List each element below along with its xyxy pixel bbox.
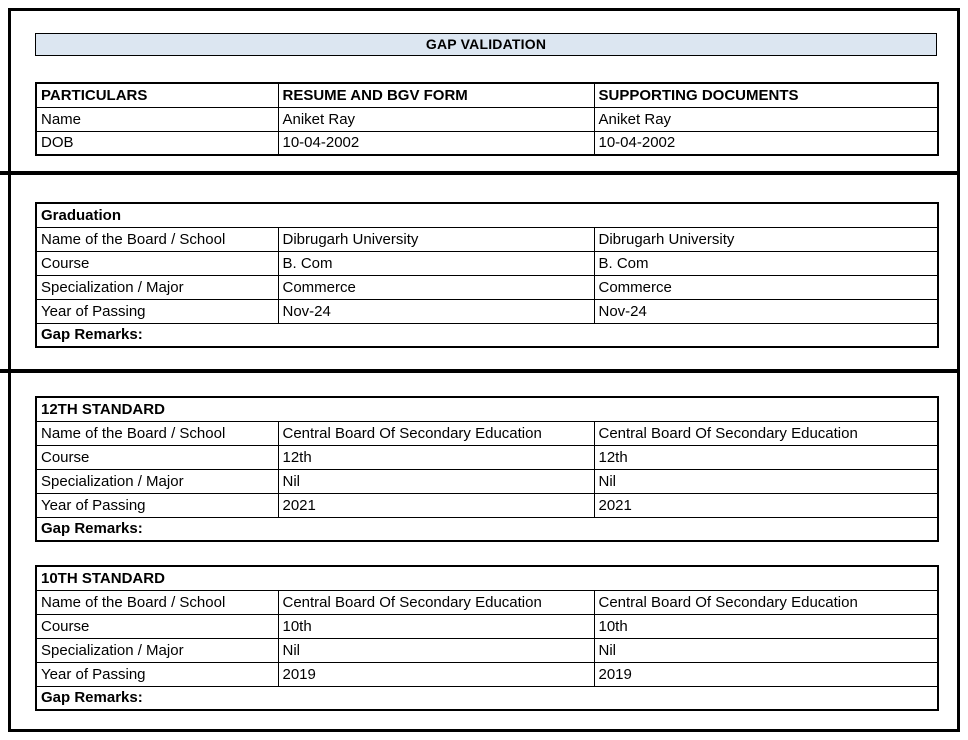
dob-resume-cell[interactable]: 10-04-2002	[277, 130, 595, 156]
board-supporting-cell[interactable]: Central Board Of Secondary Education	[593, 420, 939, 446]
section-divider	[0, 369, 960, 373]
board-resume-cell[interactable]: Central Board Of Secondary Education	[277, 420, 595, 446]
row-label-specialization: Specialization / Major	[35, 468, 279, 494]
section-divider	[0, 171, 960, 175]
table-row: Year of Passing 2021 2021	[35, 492, 939, 518]
row-label-year-of-passing: Year of Passing	[35, 298, 279, 324]
row-label-board-school: Name of the Board / School	[35, 420, 279, 446]
year-resume-cell[interactable]: Nov-24	[277, 298, 595, 324]
document-title: GAP VALIDATION	[35, 33, 937, 56]
table-row: Year of Passing Nov-24 Nov-24	[35, 298, 939, 324]
row-label-specialization: Specialization / Major	[35, 274, 279, 300]
particulars-table: PARTICULARS RESUME AND BGV FORM SUPPORTI…	[35, 82, 939, 156]
column-header-supporting-docs: SUPPORTING DOCUMENTS	[593, 82, 939, 108]
course-resume-cell[interactable]: 12th	[277, 444, 595, 470]
name-supporting-cell[interactable]: Aniket Ray	[593, 106, 939, 132]
row-label-course: Course	[35, 444, 279, 470]
gap-remarks-label[interactable]: Gap Remarks:	[35, 685, 939, 711]
name-resume-cell[interactable]: Aniket Ray	[277, 106, 595, 132]
row-label-year-of-passing: Year of Passing	[35, 492, 279, 518]
row-label-board-school: Name of the Board / School	[35, 589, 279, 615]
year-supporting-cell[interactable]: 2021	[593, 492, 939, 518]
table-row: Specialization / Major Commerce Commerce	[35, 274, 939, 300]
section-10th-standard-table: 10TH STANDARD Name of the Board / School…	[35, 565, 939, 711]
row-label-board-school: Name of the Board / School	[35, 226, 279, 252]
row-label-specialization: Specialization / Major	[35, 637, 279, 663]
section-title-row: 12TH STANDARD	[35, 396, 939, 422]
year-supporting-cell[interactable]: Nov-24	[593, 298, 939, 324]
row-label-year-of-passing: Year of Passing	[35, 661, 279, 687]
table-row: DOB 10-04-2002 10-04-2002	[35, 130, 939, 156]
specialization-supporting-cell[interactable]: Nil	[593, 468, 939, 494]
course-supporting-cell[interactable]: B. Com	[593, 250, 939, 276]
table-row: Course 12th 12th	[35, 444, 939, 470]
year-resume-cell[interactable]: 2021	[277, 492, 595, 518]
section-title: 12TH STANDARD	[35, 396, 939, 422]
section-title-row: 10TH STANDARD	[35, 565, 939, 591]
row-label-name: Name	[35, 106, 279, 132]
gap-remarks-row: Gap Remarks:	[35, 322, 939, 348]
column-header-resume-bgv: RESUME AND BGV FORM	[277, 82, 595, 108]
table-row: Course B. Com B. Com	[35, 250, 939, 276]
gap-remarks-row: Gap Remarks:	[35, 516, 939, 542]
section-title: Graduation	[35, 202, 939, 228]
table-row: Name of the Board / School Central Board…	[35, 420, 939, 446]
board-supporting-cell[interactable]: Dibrugarh University	[593, 226, 939, 252]
specialization-resume-cell[interactable]: Nil	[277, 637, 595, 663]
table-row: Name Aniket Ray Aniket Ray	[35, 106, 939, 132]
gap-remarks-label[interactable]: Gap Remarks:	[35, 322, 939, 348]
course-resume-cell[interactable]: B. Com	[277, 250, 595, 276]
board-resume-cell[interactable]: Dibrugarh University	[277, 226, 595, 252]
table-row: Course 10th 10th	[35, 613, 939, 639]
row-label-course: Course	[35, 250, 279, 276]
table-row: Specialization / Major Nil Nil	[35, 637, 939, 663]
specialization-supporting-cell[interactable]: Nil	[593, 637, 939, 663]
section-graduation-table: Graduation Name of the Board / School Di…	[35, 202, 940, 348]
year-resume-cell[interactable]: 2019	[277, 661, 595, 687]
column-header-particulars: PARTICULARS	[35, 82, 279, 108]
specialization-resume-cell[interactable]: Nil	[277, 468, 595, 494]
section-title: 10TH STANDARD	[35, 565, 939, 591]
gap-remarks-label[interactable]: Gap Remarks:	[35, 516, 939, 542]
row-label-course: Course	[35, 613, 279, 639]
section-12th-standard-table: 12TH STANDARD Name of the Board / School…	[35, 396, 939, 542]
table-header-row: PARTICULARS RESUME AND BGV FORM SUPPORTI…	[35, 82, 939, 108]
dob-supporting-cell[interactable]: 10-04-2002	[593, 130, 939, 156]
board-resume-cell[interactable]: Central Board Of Secondary Education	[277, 589, 595, 615]
section-title-row: Graduation	[35, 202, 939, 228]
course-resume-cell[interactable]: 10th	[277, 613, 595, 639]
table-row: Year of Passing 2019 2019	[35, 661, 939, 687]
table-row: Name of the Board / School Dibrugarh Uni…	[35, 226, 939, 252]
specialization-supporting-cell[interactable]: Commerce	[593, 274, 939, 300]
year-supporting-cell[interactable]: 2019	[593, 661, 939, 687]
table-row: Specialization / Major Nil Nil	[35, 468, 939, 494]
board-supporting-cell[interactable]: Central Board Of Secondary Education	[593, 589, 939, 615]
specialization-resume-cell[interactable]: Commerce	[277, 274, 595, 300]
course-supporting-cell[interactable]: 12th	[593, 444, 939, 470]
course-supporting-cell[interactable]: 10th	[593, 613, 939, 639]
gap-remarks-row: Gap Remarks:	[35, 685, 939, 711]
table-row: Name of the Board / School Central Board…	[35, 589, 939, 615]
row-label-dob: DOB	[35, 130, 279, 156]
